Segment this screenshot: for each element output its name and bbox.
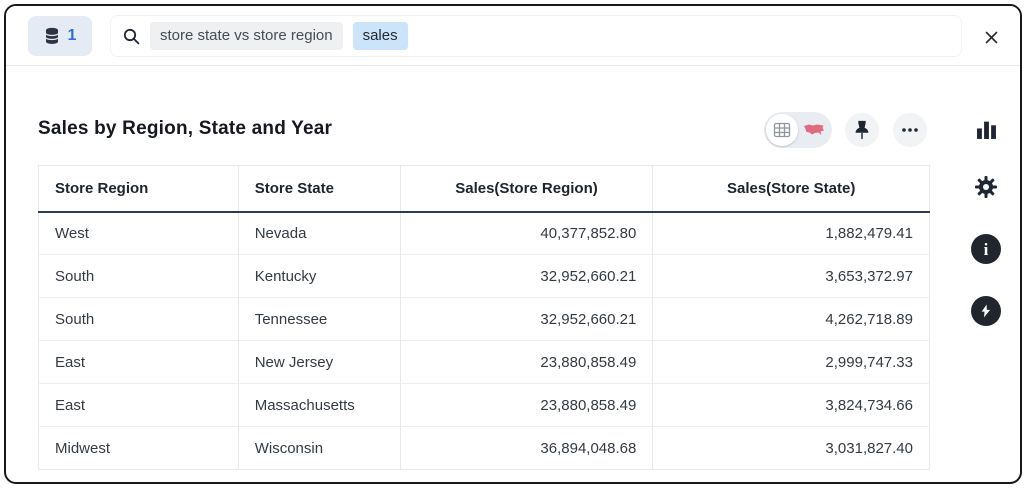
- table-row: East New Jersey 23,880,858.49 2,999,747.…: [38, 340, 930, 384]
- table-cell: South: [38, 254, 239, 298]
- results-table: Store Region Store State Sales(Store Reg…: [38, 165, 930, 470]
- more-options-button[interactable]: [893, 113, 927, 147]
- table-row: South Kentucky 32,952,660.21 3,653,372.9…: [38, 254, 930, 298]
- table-cell: 23,880,858.49: [400, 340, 654, 384]
- table-cell: Tennessee: [238, 297, 401, 341]
- table-cell: New Jersey: [238, 340, 401, 384]
- table-cell: 32,952,660.21: [400, 297, 654, 341]
- table-cell: 3,824,734.66: [652, 383, 930, 427]
- column-header-store-state[interactable]: Store State: [238, 165, 401, 213]
- table-cell: Massachusetts: [238, 383, 401, 427]
- search-token-active[interactable]: sales: [352, 22, 408, 50]
- table-cell: East: [38, 383, 239, 427]
- table-cell: 1,882,479.41: [652, 211, 930, 255]
- search-token[interactable]: store state vs store region: [150, 22, 343, 50]
- chart-view-button[interactable]: [969, 112, 1003, 146]
- table-cell: 3,653,372.97: [652, 254, 930, 298]
- datasource-selector[interactable]: 1: [28, 16, 92, 56]
- lightning-icon: [971, 296, 1001, 326]
- table-row: Midwest Wisconsin 36,894,048.68 3,031,82…: [38, 426, 930, 470]
- pin-icon: [855, 120, 869, 140]
- map-view-button[interactable]: [798, 114, 830, 146]
- datasource-count: 1: [67, 27, 77, 44]
- search-bar[interactable]: store state vs store region sales: [110, 15, 962, 57]
- table-cell: Wisconsin: [238, 426, 401, 470]
- table-row: West Nevada 40,377,852.80 1,882,479.41: [38, 211, 930, 255]
- table-cell: 40,377,852.80: [400, 211, 654, 255]
- pin-button[interactable]: [845, 113, 879, 147]
- info-icon: i: [971, 234, 1001, 264]
- search-icon: [123, 28, 140, 44]
- bar-chart-icon: [976, 121, 996, 139]
- table-cell: 2,999,747.33: [652, 340, 930, 384]
- map-view-icon: [804, 124, 824, 135]
- gear-icon: [975, 176, 997, 198]
- table-cell: South: [38, 297, 239, 341]
- table-row: East Massachusetts 23,880,858.49 3,824,7…: [38, 383, 930, 427]
- answer-title: Sales by Region, State and Year: [38, 118, 333, 139]
- table-cell: Nevada: [238, 211, 401, 255]
- database-icon: [44, 27, 59, 44]
- info-button[interactable]: i: [969, 232, 1003, 266]
- table-cell: Midwest: [38, 426, 239, 470]
- column-header-sales-store-state[interactable]: Sales(Store State): [652, 165, 930, 213]
- table-view-button[interactable]: [766, 114, 798, 146]
- settings-button[interactable]: [969, 170, 1003, 204]
- more-ellipsis-icon: [902, 128, 918, 132]
- table-cell: 36,894,048.68: [400, 426, 654, 470]
- spotiq-button[interactable]: [969, 294, 1003, 328]
- x-icon: [985, 31, 997, 43]
- info-glyph: i: [983, 239, 989, 259]
- topbar: 1 store state vs store region sales: [6, 6, 1020, 66]
- table-cell: 32,952,660.21: [400, 254, 654, 298]
- table-cell: 23,880,858.49: [400, 383, 654, 427]
- table-cell: 3,031,827.40: [652, 426, 930, 470]
- table-row: South Tennessee 32,952,660.21 4,262,718.…: [38, 297, 930, 341]
- app-window: 1 store state vs store region sales Sale…: [4, 4, 1022, 484]
- table-cell: West: [38, 211, 239, 255]
- column-header-sales-store-region[interactable]: Sales(Store Region): [400, 165, 654, 213]
- close-icon[interactable]: [978, 24, 1004, 50]
- table-header-row: Store Region Store State Sales(Store Reg…: [38, 165, 930, 213]
- column-header-store-region[interactable]: Store Region: [38, 165, 239, 213]
- table-cell: Kentucky: [238, 254, 401, 298]
- table-view-icon: [773, 122, 791, 138]
- table-cell: 4,262,718.89: [652, 297, 930, 341]
- table-cell: East: [38, 340, 239, 384]
- viz-toggle[interactable]: [764, 112, 832, 148]
